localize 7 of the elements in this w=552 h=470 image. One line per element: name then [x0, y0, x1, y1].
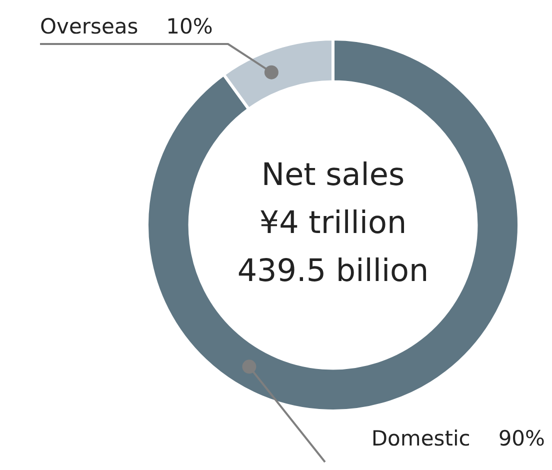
text: Net sales — [261, 157, 405, 194]
slice-label: Domestic — [371, 426, 470, 450]
text: 439.5 billion — [237, 253, 429, 290]
data-label: 10% — [166, 14, 213, 38]
slice-label: Overseas — [40, 14, 138, 38]
data-label: 90% — [498, 426, 545, 450]
text: ¥4 trillion — [259, 205, 407, 242]
